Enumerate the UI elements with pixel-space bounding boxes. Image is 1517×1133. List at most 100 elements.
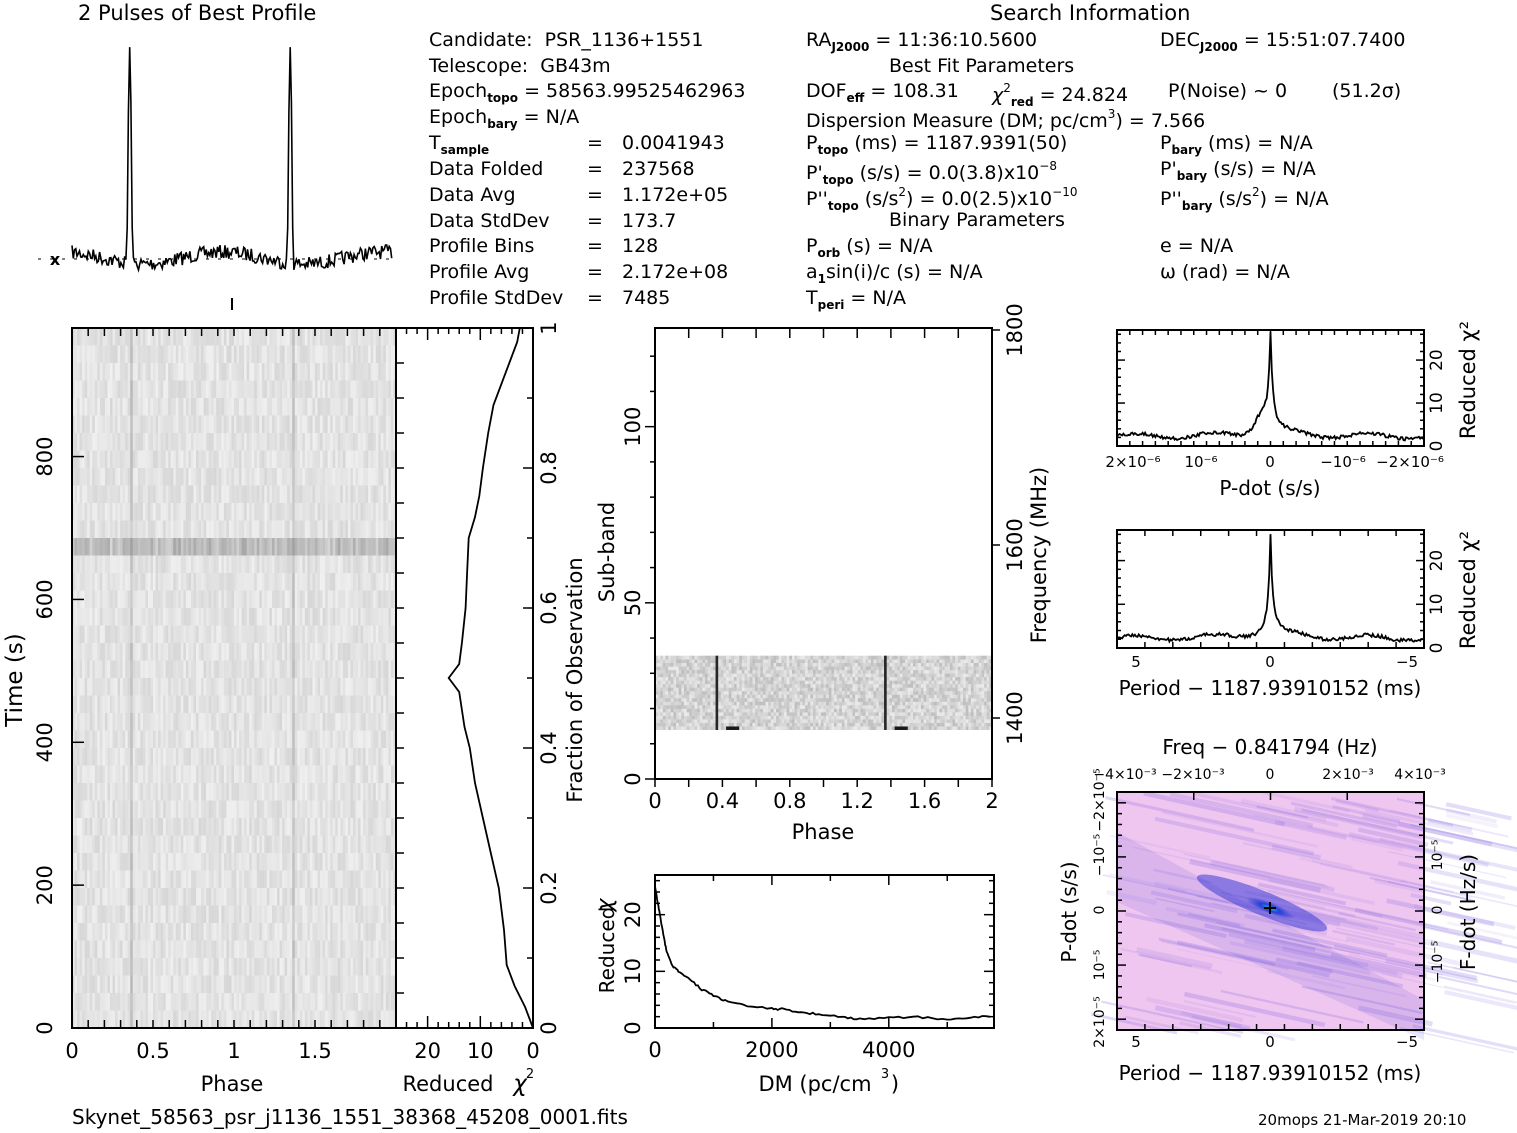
heatmap-cell xyxy=(375,520,379,539)
heatmap-cell xyxy=(190,958,194,976)
heatmap-cell xyxy=(150,590,154,609)
heatmap-cell xyxy=(203,363,207,381)
heatmap-cell xyxy=(375,398,379,416)
heatmap-cell xyxy=(378,555,382,574)
heatmap-cell xyxy=(155,975,159,994)
heatmap-cell xyxy=(107,923,111,941)
heatmap-cell xyxy=(140,660,144,679)
heatmap-cell xyxy=(201,888,204,906)
heatmap-cell xyxy=(117,608,121,626)
heatmap-cell xyxy=(127,958,131,976)
heatmap-cell xyxy=(158,573,161,591)
heatmap-cell xyxy=(147,363,151,381)
heatmap-cell xyxy=(317,468,321,486)
heatmap-cell xyxy=(180,888,184,906)
heatmap-cell xyxy=(183,503,187,521)
heatmap-cell xyxy=(249,398,253,416)
heatmap-cell xyxy=(193,643,197,661)
heatmap-cell xyxy=(104,625,108,644)
heatmap-cell xyxy=(135,730,139,749)
heatmap-cell xyxy=(218,555,222,574)
heatmap-cell xyxy=(94,590,98,609)
heatmap-cell xyxy=(297,783,301,801)
heatmap-cell xyxy=(226,555,230,574)
heatmap-cell xyxy=(206,905,209,924)
heatmap-cell xyxy=(342,380,346,399)
heatmap-cell xyxy=(94,905,98,924)
heatmap-cell xyxy=(94,520,98,539)
heatmap-cell xyxy=(193,573,197,591)
heatmap-cell xyxy=(309,748,313,766)
heatmap-cell xyxy=(368,433,371,451)
heatmap-cell xyxy=(373,415,377,434)
heatmap-cell xyxy=(299,363,303,381)
heatmap-cell xyxy=(279,800,283,819)
heatmap-cell xyxy=(183,870,187,889)
heatmap-cell xyxy=(332,328,336,346)
heatmap-cell xyxy=(228,923,232,941)
heatmap-cell xyxy=(117,695,121,714)
heatmap-cell xyxy=(383,660,387,679)
heatmap-cell xyxy=(315,660,318,679)
heatmap-cell xyxy=(264,888,268,906)
heatmap-cell xyxy=(388,748,392,766)
heatmap-cell xyxy=(135,345,139,364)
heatmap-cell xyxy=(82,380,85,399)
heatmap-cell xyxy=(269,800,273,819)
heatmap-cell xyxy=(87,678,91,696)
heatmap-cell xyxy=(87,345,91,364)
heatmap-cell xyxy=(279,643,283,661)
heatmap-cell xyxy=(385,730,389,749)
heatmap-cell xyxy=(302,328,306,346)
heatmap-cell xyxy=(211,678,215,696)
heatmap-cell xyxy=(97,643,101,661)
heatmap-cell xyxy=(226,398,230,416)
heatmap-cell xyxy=(304,888,308,906)
heatmap-cell xyxy=(97,940,101,959)
heatmap-cell xyxy=(120,433,123,451)
heatmap-cell xyxy=(332,818,336,836)
heatmap-cell xyxy=(383,590,387,609)
heatmap-cell xyxy=(330,748,334,766)
heatmap-cell xyxy=(218,573,222,591)
heatmap-cell xyxy=(206,923,209,941)
heatmap-cell xyxy=(150,870,154,889)
heatmap-cell xyxy=(264,590,268,609)
heatmap-cell xyxy=(120,835,123,854)
heatmap-cell xyxy=(388,835,392,854)
pd-bary-row: P'bary (s/s) = N/A xyxy=(1160,160,1316,183)
heatmap-cell xyxy=(231,923,235,941)
heatmap-cell xyxy=(287,660,290,679)
heatmap-cell xyxy=(330,730,334,749)
heatmap-cell xyxy=(109,555,113,574)
heatmap-cell xyxy=(168,625,172,644)
heatmap-cell xyxy=(302,520,306,539)
heatmap-cell xyxy=(254,835,258,854)
heatmap-cell xyxy=(385,695,389,714)
heatmap-cell xyxy=(332,415,336,434)
heatmap-cell xyxy=(380,870,384,889)
heatmap-cell xyxy=(370,380,374,399)
sup: 3 xyxy=(1107,107,1116,121)
heatmap-cell xyxy=(72,468,75,486)
heatmap-cell xyxy=(271,328,275,346)
heatmap-cell xyxy=(97,923,101,941)
heatmap-cell xyxy=(249,520,253,539)
heatmap-cell xyxy=(299,433,303,451)
heatmap-cell xyxy=(140,345,144,364)
heatmap-cell xyxy=(375,643,379,661)
heatmap-cell xyxy=(142,573,146,591)
heatmap-cell xyxy=(142,485,146,504)
heatmap-cell xyxy=(309,853,313,871)
heatmap-cell xyxy=(304,975,308,994)
heatmap-cell xyxy=(147,485,151,504)
heatmap-cell xyxy=(365,538,369,556)
heatmap-cell xyxy=(234,468,237,486)
heatmap-cell xyxy=(218,975,222,994)
heatmap-cell xyxy=(117,433,121,451)
heatmap-cell xyxy=(239,573,242,591)
heatmap-cell xyxy=(125,905,128,924)
heatmap-cell xyxy=(231,940,235,959)
heatmap-cell xyxy=(337,625,341,644)
heatmap-cell xyxy=(142,678,146,696)
